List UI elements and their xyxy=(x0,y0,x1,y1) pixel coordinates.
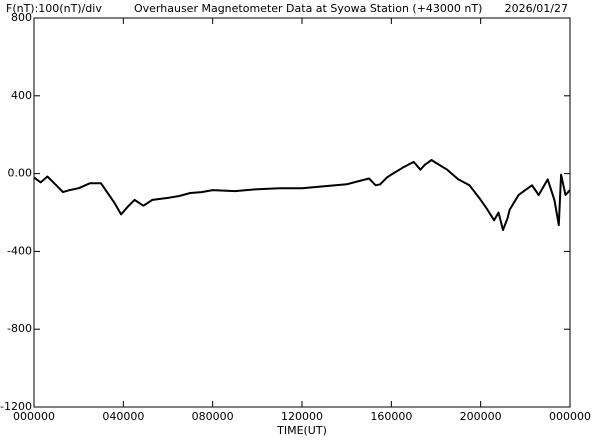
x-tick-label: 040000 xyxy=(102,410,144,423)
y-tick-label: -1200 xyxy=(0,400,32,413)
date: 2026/01/27 xyxy=(505,2,568,15)
x-tick-label: 200000 xyxy=(460,410,502,423)
y-tick-label: -800 xyxy=(7,322,32,335)
y-tick-label: 400 xyxy=(11,89,32,102)
y-tick-label: 0.00 xyxy=(8,167,33,180)
x-tick-label: 000000 xyxy=(549,410,591,423)
x-tick-label: 160000 xyxy=(370,410,412,423)
x-tick-label: 080000 xyxy=(192,410,234,423)
y-tick-label: -400 xyxy=(7,244,32,257)
chart-title: Overhauser Magnetometer Data at Syowa St… xyxy=(134,2,482,15)
x-tick-label: 120000 xyxy=(281,410,323,423)
x-axis-label: TIME(UT) xyxy=(276,424,327,437)
y-tick-label: 800 xyxy=(11,11,32,24)
x-tick-label: 000000 xyxy=(13,410,55,423)
data-line xyxy=(33,159,571,231)
scale-label: F(nT):100(nT)/div xyxy=(6,2,102,15)
